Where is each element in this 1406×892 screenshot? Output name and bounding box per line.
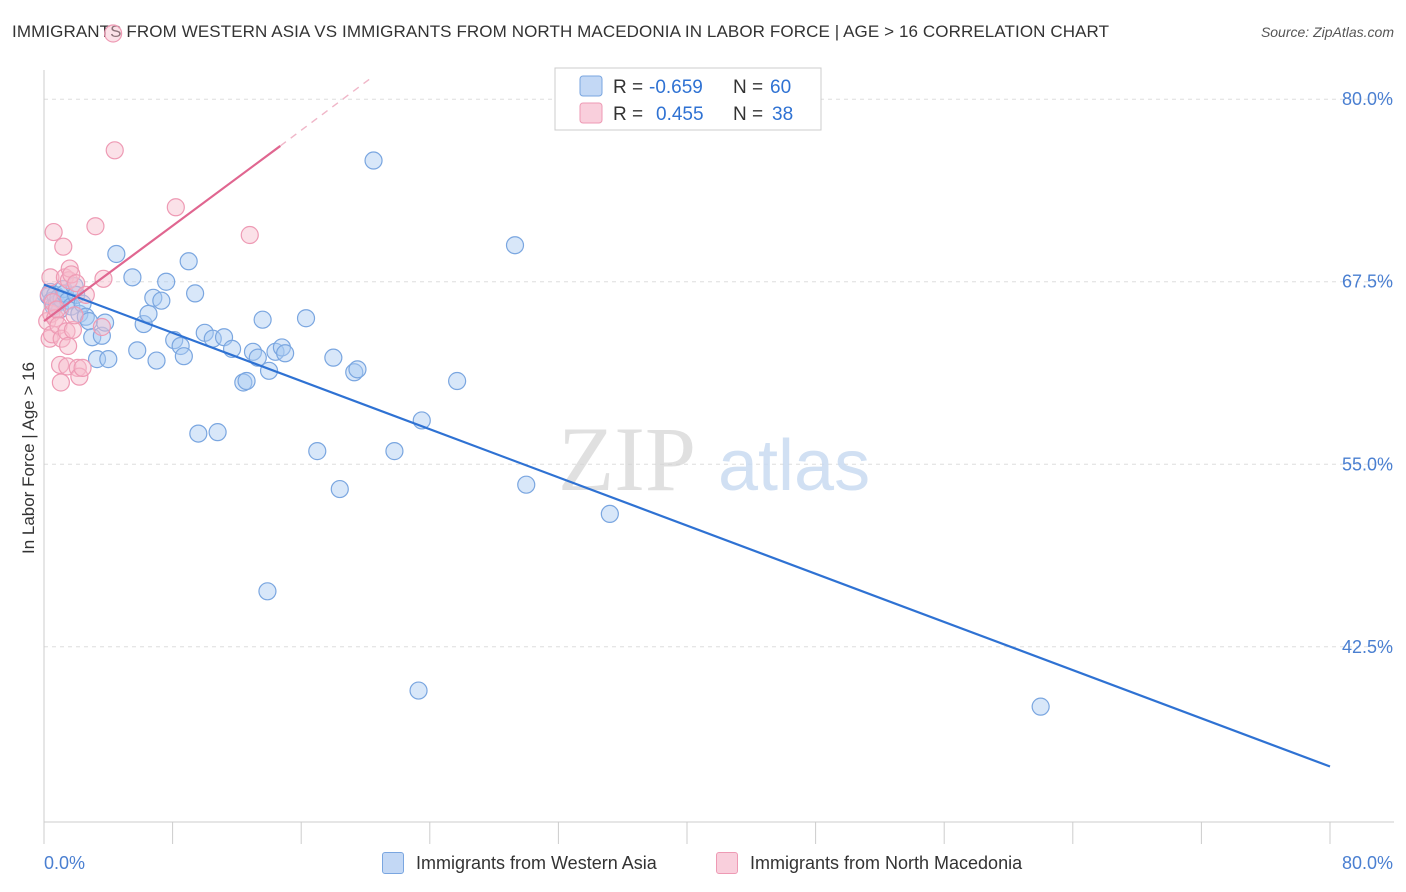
data-point-north-macedonia	[105, 141, 124, 160]
data-point-western-asia	[171, 336, 190, 356]
data-point-western-asia	[272, 338, 292, 357]
data-point-north-macedonia	[63, 320, 83, 340]
legend-swatch-pink	[716, 852, 738, 874]
data-point-western-asia	[258, 582, 277, 601]
trend-line-north-macedonia-extension	[279, 76, 373, 147]
y-tick-label: 80.0%	[1342, 89, 1393, 109]
data-point-western-asia	[243, 342, 263, 361]
data-point-north-macedonia	[51, 373, 70, 392]
data-point-north-macedonia	[62, 265, 81, 284]
data-point-north-macedonia	[41, 268, 60, 287]
data-point-north-macedonia	[54, 237, 73, 256]
watermark-zip: ZIP	[558, 408, 696, 510]
data-point-north-macedonia	[92, 317, 111, 337]
data-point-western-asia	[139, 304, 158, 323]
chart-title: IMMIGRANTS FROM WESTERN ASIA VS IMMIGRAN…	[12, 22, 1110, 41]
legend-label: Immigrants from North Macedonia	[750, 852, 1023, 873]
data-point-western-asia	[174, 347, 193, 366]
y-tick-labels: 42.5% 55.0% 67.5% 80.0%	[1342, 89, 1393, 657]
legend-r-label: R =	[613, 77, 643, 98]
data-point-western-asia	[505, 236, 525, 255]
data-point-north-macedonia	[104, 24, 123, 43]
legend-swatch-blue	[382, 852, 404, 874]
data-point-north-macedonia	[166, 198, 185, 217]
data-point-western-asia	[348, 360, 367, 379]
data-point-western-asia	[385, 442, 404, 461]
series-north-macedonia	[38, 24, 259, 392]
x-tick-label: 80.0%	[1342, 853, 1393, 873]
data-point-western-asia	[208, 423, 227, 442]
y-axis-label: In Labor Force | Age > 16	[19, 362, 38, 554]
legend-r-value: -0.659	[649, 77, 703, 98]
data-point-western-asia	[253, 310, 272, 329]
legend-n-value: 60	[770, 77, 791, 98]
y-tick-label: 42.5%	[1342, 637, 1393, 657]
data-point-western-asia	[330, 479, 349, 499]
legend-item-western-asia[interactable]: Immigrants from Western Asia	[382, 852, 657, 874]
data-point-western-asia	[324, 348, 343, 367]
data-point-western-asia	[186, 284, 205, 303]
legend-swatch-pink	[579, 102, 603, 124]
data-point-western-asia	[179, 252, 198, 271]
trend-line-north-macedonia	[43, 145, 281, 323]
data-point-western-asia	[296, 309, 316, 328]
data-point-western-asia	[237, 371, 256, 391]
x-tick-label: 0.0%	[44, 853, 85, 873]
data-point-western-asia	[448, 371, 467, 391]
data-point-western-asia	[123, 268, 142, 287]
y-tick-label: 55.0%	[1342, 454, 1393, 474]
data-point-north-macedonia	[59, 336, 78, 356]
data-point-western-asia	[248, 348, 267, 367]
watermark-atlas: atlas	[718, 426, 870, 506]
x-tick-labels: 0.0% 80.0%	[44, 853, 1393, 873]
source-credit: Source: ZipAtlas.com	[1260, 24, 1394, 40]
data-point-western-asia	[147, 351, 166, 370]
legend-n-value: 38	[772, 104, 793, 125]
data-point-western-asia	[157, 272, 176, 291]
data-point-western-asia	[107, 244, 126, 264]
data-point-north-macedonia	[240, 225, 259, 245]
data-point-north-macedonia	[57, 322, 76, 341]
data-point-western-asia	[1031, 697, 1050, 716]
data-point-western-asia	[345, 363, 364, 382]
data-point-western-asia	[128, 341, 147, 360]
data-point-north-macedonia	[44, 222, 63, 242]
legend-n-label: N =	[733, 77, 763, 98]
data-point-western-asia	[409, 681, 428, 700]
trend-line-western-asia	[43, 283, 1331, 768]
data-point-western-asia	[517, 475, 536, 494]
data-point-north-macedonia	[86, 217, 105, 236]
legend-swatch-blue	[579, 75, 603, 97]
data-point-western-asia	[600, 504, 619, 523]
series-western-asia	[39, 151, 1050, 716]
legend-r-value: 0.455	[656, 104, 704, 125]
legend-n-label: N =	[733, 104, 763, 125]
correlation-legend: R = -0.659 N = 60 R = 0.455 N = 38	[554, 67, 822, 131]
data-point-western-asia	[308, 442, 327, 461]
data-point-western-asia	[189, 424, 208, 443]
legend-item-north-macedonia[interactable]: Immigrants from North Macedonia	[716, 852, 1022, 874]
legend-r-label: R =	[613, 104, 643, 125]
data-point-western-asia	[364, 151, 383, 170]
axes	[43, 70, 1394, 844]
bottom-legend: Immigrants from Western Asia Immigrants …	[0, 852, 1406, 878]
data-point-western-asia	[99, 350, 118, 369]
trend-lines	[43, 76, 1331, 768]
data-point-north-macedonia	[73, 358, 92, 377]
data-point-western-asia	[152, 291, 171, 310]
data-point-western-asia	[276, 344, 295, 363]
y-tick-label: 67.5%	[1342, 272, 1393, 292]
data-point-north-macedonia	[67, 274, 86, 293]
legend-label: Immigrants from Western Asia	[416, 852, 657, 873]
data-point-north-macedonia	[65, 306, 84, 325]
